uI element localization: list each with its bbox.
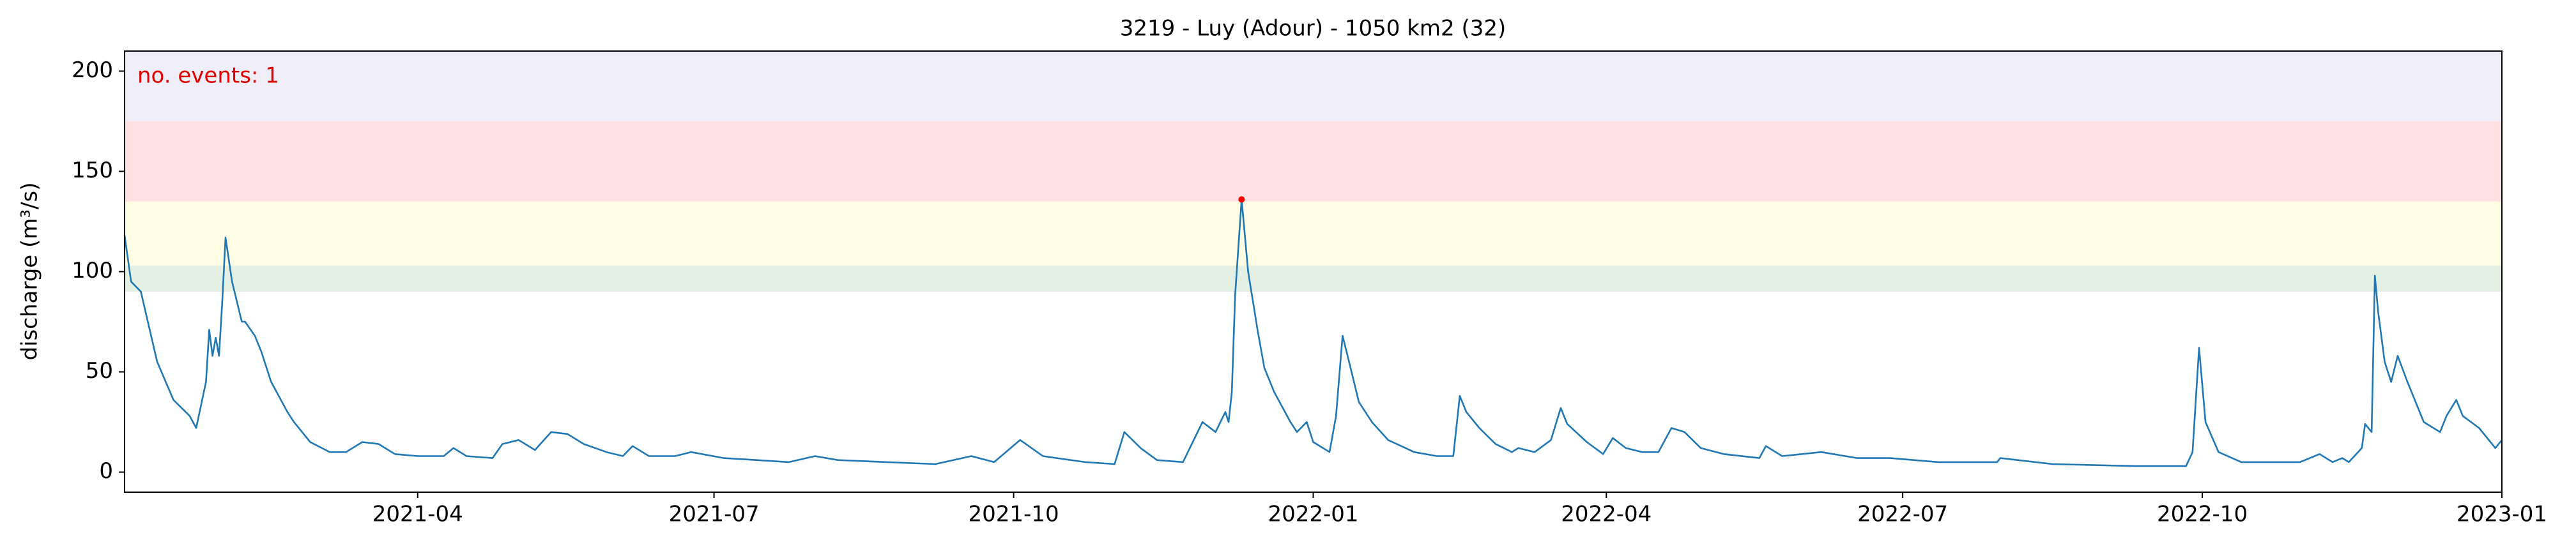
x-tick-label: 2022-10 xyxy=(2157,502,2248,527)
x-tick-label: 2021-10 xyxy=(969,502,1059,527)
discharge-line xyxy=(123,199,2503,467)
threshold-band xyxy=(125,51,2502,121)
x-tick-label: 2023-01 xyxy=(2457,502,2547,527)
threshold-band xyxy=(125,266,2502,292)
x-tick-label: 2021-07 xyxy=(669,502,760,527)
annotation: no. events: 1 xyxy=(137,63,279,89)
threshold-band xyxy=(125,121,2502,202)
y-tick-label: 50 xyxy=(86,358,113,384)
threshold-band xyxy=(125,201,2502,266)
y-axis-label: discharge (m³/s) xyxy=(17,183,43,361)
y-tick-label: 150 xyxy=(72,158,113,183)
event-marker xyxy=(1238,196,1245,203)
y-tick-label: 200 xyxy=(72,57,113,83)
chart-title: 3219 - Luy (Adour) - 1050 km2 (32) xyxy=(1120,16,1506,41)
y-tick-label: 0 xyxy=(99,458,113,484)
x-tick-label: 2022-04 xyxy=(1561,502,1652,527)
x-tick-label: 2022-07 xyxy=(1857,502,1948,527)
plot-frame xyxy=(124,50,2503,493)
y-tick-label: 100 xyxy=(72,258,113,283)
x-tick-label: 2022-01 xyxy=(1268,502,1358,527)
x-tick-label: 2021-04 xyxy=(372,502,463,527)
